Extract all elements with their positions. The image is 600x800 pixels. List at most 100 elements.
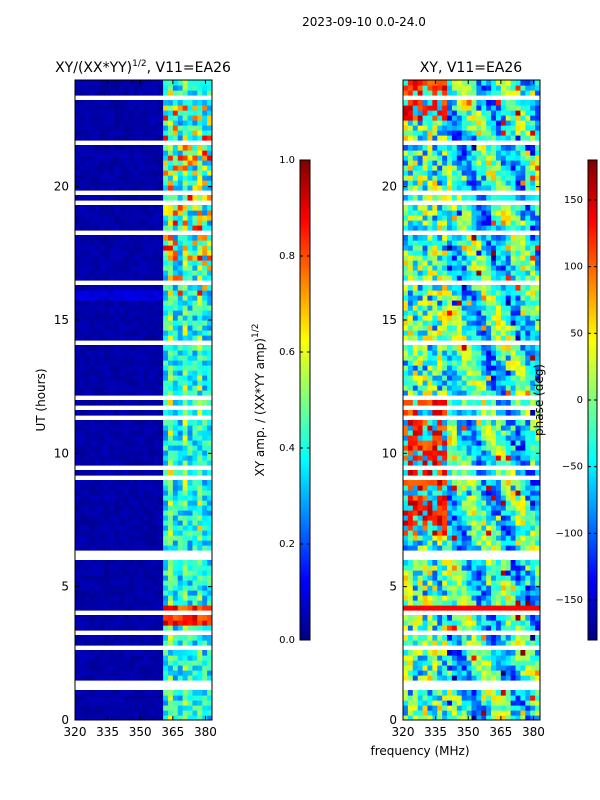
heatmap-cell	[153, 380, 159, 386]
heatmap-cell	[104, 435, 110, 441]
heatmap-cell	[133, 500, 140, 506]
heatmap-cell	[412, 660, 419, 666]
heatmap-cell	[172, 615, 179, 621]
heatmap-cell	[466, 345, 473, 351]
heatmap-cell	[207, 245, 212, 251]
heatmap-cell	[89, 665, 96, 671]
heatmap-cell	[207, 210, 212, 216]
heatmap-cell	[491, 470, 497, 476]
heatmap-cell	[94, 670, 101, 676]
heatmap-cell	[153, 585, 159, 591]
heatmap-cell	[167, 695, 174, 701]
heatmap-cell	[515, 660, 522, 666]
heatmap-cell	[119, 215, 125, 221]
heatmap-cell	[486, 710, 492, 716]
heatmap-cell	[138, 635, 145, 641]
heatmap-cell	[172, 625, 179, 631]
heatmap-cell	[437, 715, 443, 720]
heatmap-cell	[505, 590, 512, 596]
heatmap-cell	[138, 235, 145, 241]
heatmap-cell	[148, 580, 154, 586]
heatmap-cell	[525, 480, 531, 486]
heatmap-cell	[500, 670, 507, 676]
heatmap-cell	[202, 115, 208, 121]
heatmap-cell	[403, 590, 409, 596]
heatmap-cell	[461, 425, 468, 431]
heatmap-cell	[128, 565, 135, 571]
heatmap-cell	[530, 620, 536, 626]
heatmap-cell	[128, 580, 135, 586]
heatmap-cell	[94, 205, 101, 211]
heatmap-cell	[79, 490, 86, 496]
heatmap-cell	[192, 345, 198, 351]
heatmap-cell	[525, 580, 531, 586]
heatmap-cell	[197, 665, 203, 671]
heatmap-cell	[476, 565, 482, 571]
heatmap-cell	[481, 410, 487, 416]
heatmap-cell	[447, 350, 453, 356]
heatmap-cell	[192, 175, 198, 181]
heatmap-cell	[427, 640, 433, 646]
heatmap-cell	[158, 560, 164, 566]
heatmap-cell	[197, 545, 203, 551]
heatmap-cell	[128, 225, 135, 231]
heatmap-cell	[456, 350, 463, 356]
heatmap-cell	[143, 330, 149, 336]
heatmap-cell	[172, 150, 179, 156]
heatmap-cell	[432, 710, 438, 716]
heatmap-cell	[143, 265, 149, 271]
heatmap-cell	[104, 665, 110, 671]
heatmap-cell	[403, 585, 409, 591]
heatmap-cell	[505, 380, 512, 386]
heatmap-cell	[114, 180, 120, 186]
heatmap-cell	[447, 445, 453, 451]
heatmap-cell	[197, 440, 203, 446]
heatmap-cell	[128, 360, 135, 366]
heatmap-cell	[84, 495, 91, 501]
heatmap-cell	[437, 350, 443, 356]
heatmap-cell	[128, 485, 135, 491]
heatmap-cell	[104, 580, 110, 586]
heatmap-cell	[94, 185, 101, 191]
heatmap-cell	[104, 445, 110, 451]
heatmap-cell	[192, 180, 198, 186]
heatmap-cell	[422, 625, 429, 631]
heatmap-cell	[153, 290, 159, 296]
heatmap-cell	[427, 545, 433, 551]
heatmap-cell	[187, 165, 194, 171]
heatmap-cell	[182, 535, 189, 541]
heatmap-cell	[143, 260, 149, 266]
heatmap-cell	[158, 220, 164, 226]
heatmap-cell	[520, 635, 526, 641]
heatmap-cell	[495, 605, 502, 611]
heatmap-cell	[167, 575, 174, 581]
heatmap-cell	[192, 490, 198, 496]
heatmap-cell	[202, 155, 208, 161]
heatmap-cell	[505, 320, 512, 326]
heatmap-cell	[197, 510, 203, 516]
heatmap-cell	[412, 480, 419, 486]
heatmap-cell	[104, 265, 110, 271]
heatmap-cell	[148, 210, 154, 216]
heatmap-cell	[442, 580, 448, 586]
heatmap-cell	[202, 295, 208, 301]
heatmap-cell	[535, 585, 540, 591]
heatmap-cell	[89, 180, 96, 186]
heatmap-cell	[109, 225, 115, 231]
heatmap-cell	[520, 350, 526, 356]
heatmap-cell	[481, 565, 487, 571]
heatmap-cell	[407, 615, 414, 621]
heatmap-cell	[412, 650, 419, 656]
heatmap-cell	[535, 535, 540, 541]
heatmap-cell	[535, 345, 540, 351]
heatmap-cell	[481, 445, 487, 451]
heatmap-cell	[148, 335, 154, 341]
heatmap-cell	[172, 320, 179, 326]
heatmap-cell	[442, 695, 448, 701]
heatmap-cell	[104, 365, 110, 371]
heatmap-cell	[471, 665, 477, 671]
heatmap-cell	[476, 655, 482, 661]
heatmap-cell	[119, 205, 125, 211]
heatmap-cell	[476, 505, 482, 511]
heatmap-cell	[148, 600, 154, 606]
